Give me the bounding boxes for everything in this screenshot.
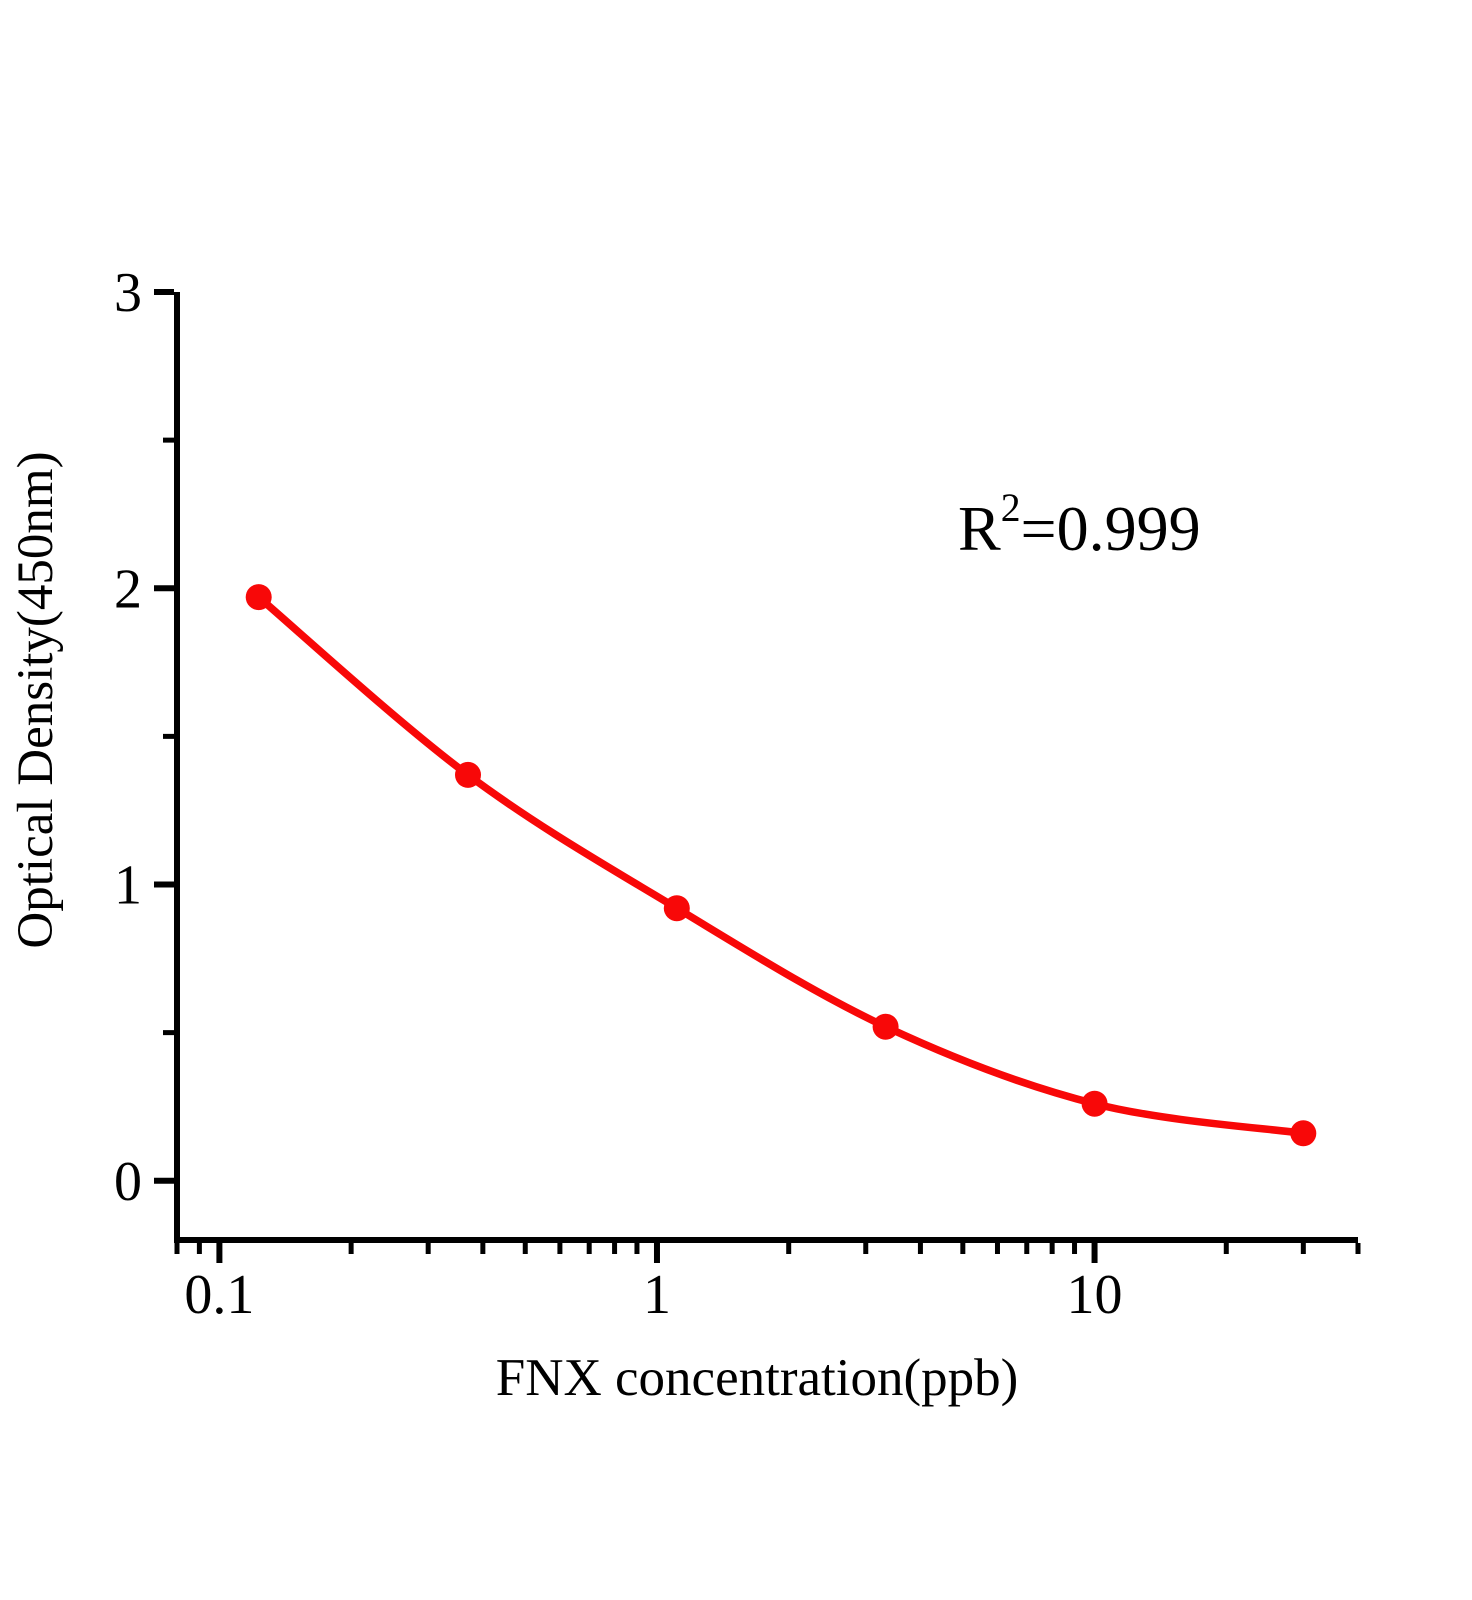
y-axis: 0 1 2 3 (114, 262, 180, 1243)
data-point (1081, 1090, 1108, 1117)
r2-exponent: 2 (1000, 486, 1021, 531)
x-tick-label: 10 (1067, 1264, 1123, 1326)
x-axis: 0.1 1 10 (174, 1237, 1361, 1326)
r2-value: =0.999 (1020, 493, 1201, 564)
y-tick-label: 3 (114, 262, 142, 324)
data-point (455, 761, 481, 788)
data-point (872, 1013, 899, 1040)
r2-base: R (958, 493, 1001, 564)
y-axis-title: Optical Density(450nm) (8, 451, 64, 949)
y-tick-label: 1 (114, 855, 142, 917)
y-tick-label: 2 (114, 558, 142, 620)
x-tick-label: 1 (643, 1264, 671, 1326)
data-point (245, 584, 272, 611)
r-squared-annotation: R2=0.999 (958, 486, 1201, 566)
y-tick-label: 0 (114, 1151, 142, 1213)
series-points (245, 584, 1317, 1147)
data-point (1290, 1120, 1317, 1147)
data-point (663, 895, 690, 922)
x-axis-title: FNX concentration(ppb) (495, 1349, 1019, 1407)
x-tick-label: 0.1 (184, 1264, 254, 1326)
series-curve (254, 593, 1308, 1138)
